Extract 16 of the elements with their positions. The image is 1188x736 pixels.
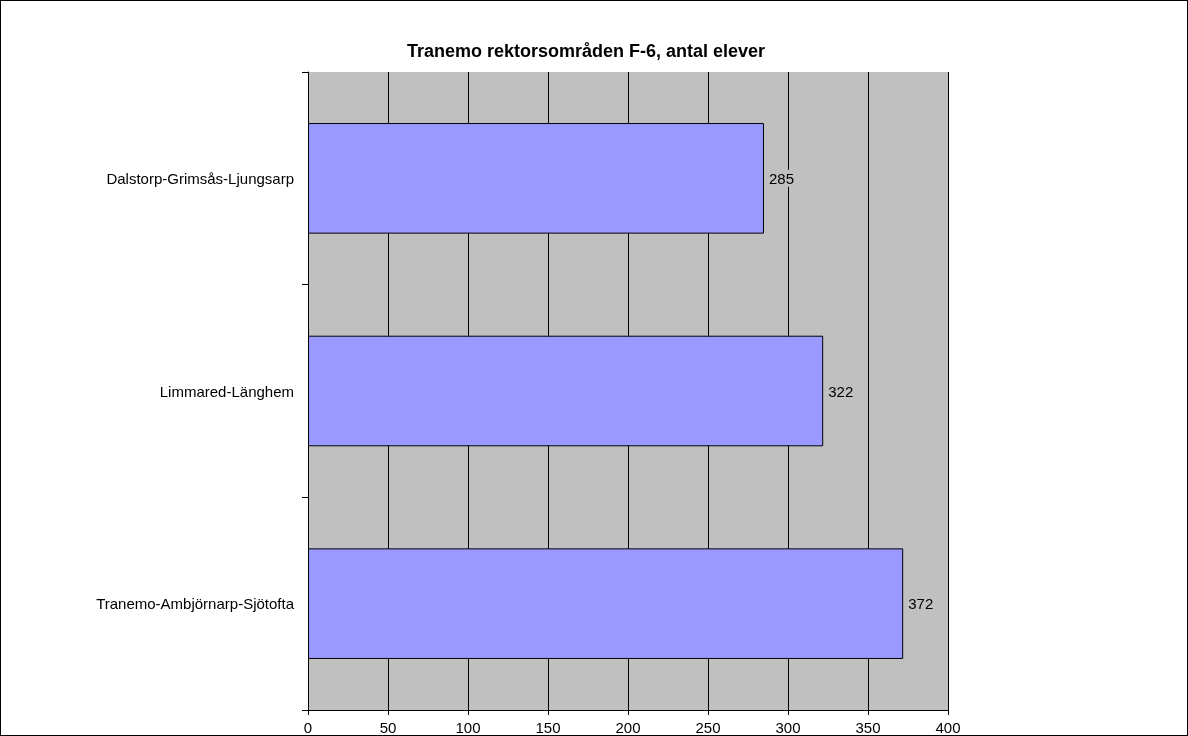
y-tick-label: Tranemo-Ambjörnarp-Sjötofta xyxy=(96,595,295,613)
data-label: 285 xyxy=(769,169,795,187)
x-tick-label: 0 xyxy=(303,719,313,736)
x-tick-label: 250 xyxy=(695,719,721,736)
data-label: 322 xyxy=(828,382,854,400)
x-tick-label: 100 xyxy=(455,719,481,736)
x-tick-label: 350 xyxy=(855,719,881,736)
x-tick-label: 400 xyxy=(935,719,961,736)
y-tick-label: Dalstorp-Grimsås-Ljungsarp xyxy=(106,169,294,187)
data-label: 372 xyxy=(908,595,934,613)
y-tick-label: Limmared-Länghem xyxy=(159,382,294,400)
x-tick-label: 300 xyxy=(775,719,801,736)
x-tick-label: 50 xyxy=(379,719,397,736)
x-tick-label: 150 xyxy=(535,719,561,736)
x-tick-label: 200 xyxy=(615,719,641,736)
chart-title: Tranemo rektorsområden F-6, antal elever xyxy=(406,41,766,61)
